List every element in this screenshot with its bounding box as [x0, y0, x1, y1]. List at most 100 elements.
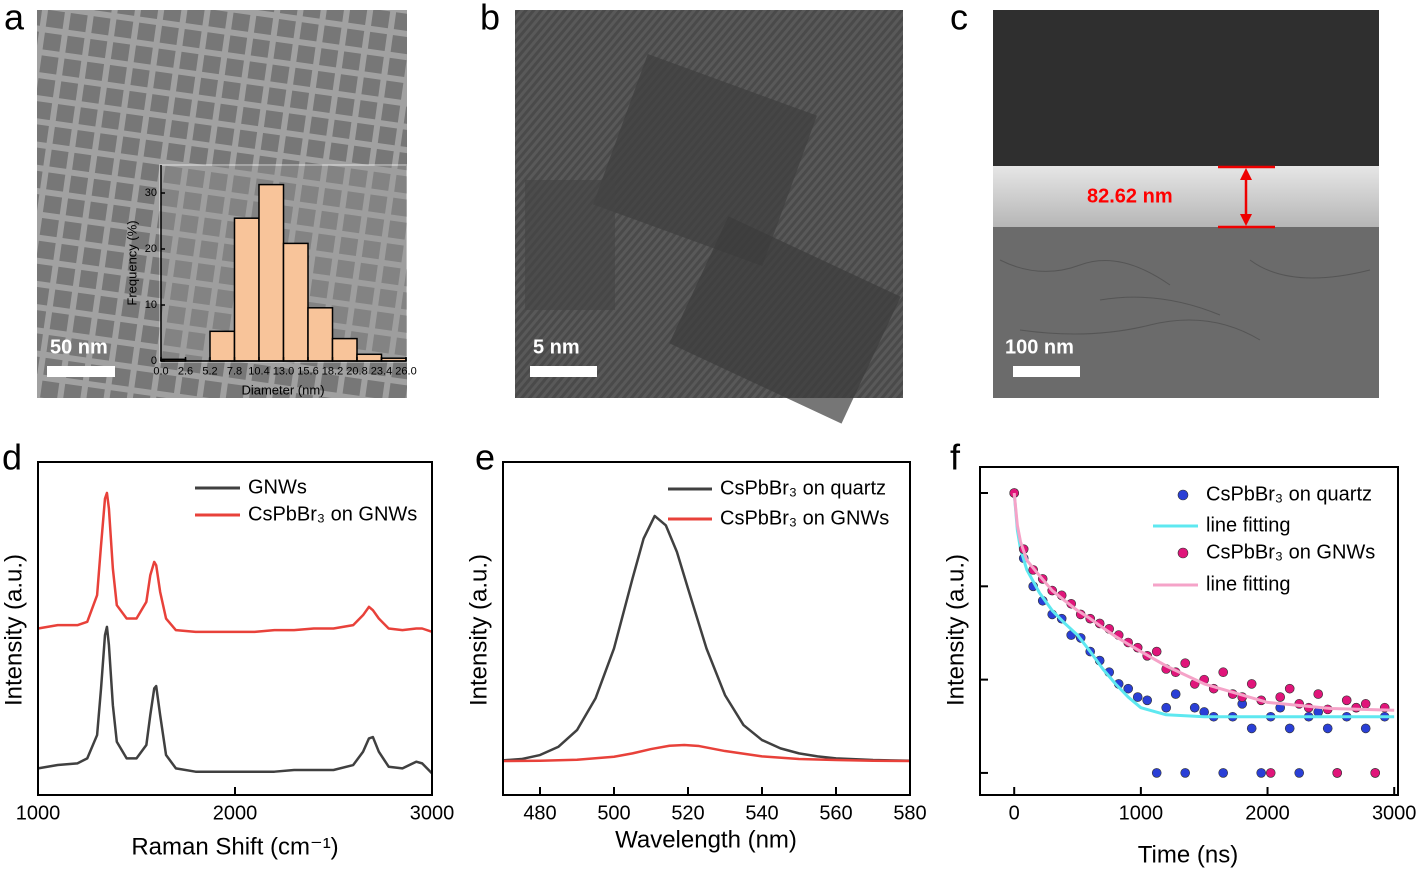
- panel-label: a: [4, 0, 25, 38]
- chart: 1000 2000 3000 Raman Shift (cm⁻¹) Intensity …: [0, 461, 455, 860]
- panel-label: d: [2, 437, 22, 478]
- x-tick-label: 13.0: [273, 365, 294, 377]
- data-point: [1341, 695, 1352, 706]
- y-axis-label: Intensity (a.u.): [0, 554, 27, 706]
- x-tick-label: 560: [819, 802, 852, 824]
- data-point: [1313, 689, 1323, 699]
- data-point: [1218, 768, 1228, 778]
- x-tick-label: 23.4: [371, 365, 392, 377]
- plot-frame: [502, 461, 911, 796]
- legend-marker: [1177, 547, 1189, 559]
- x-tick-label: 3000: [1372, 802, 1417, 824]
- plot-frame: [979, 466, 1399, 796]
- histogram-bar: [356, 353, 383, 362]
- histogram-bar: [331, 337, 358, 362]
- legend-label: CsPbBr₃ on quartz: [720, 477, 886, 499]
- legend-label: line fitting: [1206, 514, 1291, 536]
- legend-label: CsPbBr₃ on GNWs: [720, 507, 889, 529]
- scale-bar-label: 50 nm: [50, 336, 108, 358]
- x-tick-label: 18.2: [322, 365, 343, 377]
- x-tick-label: 540: [745, 802, 778, 824]
- legend-label: GNWs: [248, 476, 307, 498]
- micrograph-c: 82.62 nm 100 nm: [993, 10, 1379, 398]
- data-point: [1180, 768, 1190, 778]
- x-tick-label: 480: [523, 802, 556, 824]
- x-tick-label: 15.6: [297, 365, 318, 377]
- y-axis-label: Frequency (%): [124, 220, 139, 305]
- legend-marker: [1177, 489, 1189, 501]
- data-point: [1332, 768, 1342, 778]
- data-point: [1132, 692, 1143, 702]
- x-tick-label: 20.8: [346, 365, 367, 377]
- data-point: [1170, 689, 1181, 699]
- y-axis-label: Intensity (a.u.): [465, 554, 492, 706]
- y-tick-label: 10: [145, 299, 157, 311]
- data-point: [1265, 768, 1276, 778]
- x-tick-label: 2.6: [178, 365, 193, 377]
- data-line: [502, 514, 911, 762]
- panel-label: f: [950, 437, 961, 478]
- data-line: [37, 625, 433, 775]
- histogram-bar: [209, 330, 236, 362]
- x-tick-label: 0: [1009, 802, 1020, 824]
- data-point: [1246, 723, 1257, 734]
- data-point: [1180, 658, 1190, 668]
- x-tick-label: 26.0: [395, 365, 416, 377]
- data-point: [1294, 768, 1304, 778]
- x-tick-label: 580: [893, 802, 926, 824]
- legend-label: CsPbBr₃ on quartz: [1206, 483, 1372, 505]
- data-line: [37, 491, 433, 634]
- data-line: [502, 743, 911, 763]
- data-point: [1189, 702, 1200, 713]
- x-tick-label: 10.4: [248, 365, 269, 377]
- panel-label: c: [950, 0, 968, 38]
- thickness-label: 82.62 nm: [1087, 185, 1173, 207]
- histogram-bar: [307, 307, 334, 362]
- x-tick-label: 500: [597, 802, 630, 824]
- data-point: [1284, 683, 1295, 694]
- micrograph-b: 5 nm: [515, 10, 903, 424]
- chart: 0 1000 2000 3000 Time (ns) Intensity (a.u.) Cs…: [942, 466, 1417, 868]
- data-line: [1012, 492, 1395, 712]
- data-point: [1284, 723, 1295, 734]
- x-tick-label: 520: [671, 802, 704, 824]
- chart: 480 500 520 540 560 580 Wavelength (nm) Intensi…: [465, 461, 927, 853]
- data-point: [1151, 646, 1162, 657]
- scale-bar-label: 5 nm: [533, 336, 580, 358]
- data-line: [1012, 492, 1395, 719]
- y-axis-label: Intensity (a.u.): [942, 554, 969, 706]
- x-tick-label: 5.2: [202, 365, 217, 377]
- data-point: [1322, 723, 1333, 734]
- y-tick-label: 30: [145, 187, 157, 199]
- legend-label: CsPbBr₃ on GNWs: [248, 503, 417, 525]
- x-tick-label: 0.0: [153, 365, 168, 377]
- data-point: [1360, 723, 1371, 734]
- data-point: [1370, 768, 1380, 778]
- x-tick-label: 2000: [213, 802, 258, 824]
- panel-label: b: [480, 0, 500, 38]
- histogram-bar: [258, 183, 285, 362]
- y-tick-label: 20: [145, 243, 157, 255]
- x-axis-label: Diameter (nm): [241, 382, 324, 397]
- x-tick-label: 1000: [1119, 802, 1164, 824]
- data-point: [1246, 679, 1257, 689]
- data-point: [1218, 667, 1228, 678]
- data-point: [1275, 692, 1285, 702]
- x-tick-label: 3000: [410, 802, 455, 824]
- chart: 0.0 2.6 5.2 7.8 10.4 13.0 15.6 18.2 20.8 23.4 26.0…: [124, 165, 417, 397]
- histogram-bar: [282, 242, 309, 362]
- data-point: [1123, 683, 1133, 694]
- scale-bar-label: 100 nm: [1005, 336, 1074, 358]
- legend-label: line fitting: [1206, 573, 1291, 595]
- data-point: [1256, 768, 1266, 778]
- y-tick-label: 0: [151, 355, 157, 367]
- x-tick-label: 7.8: [227, 365, 242, 377]
- x-axis-label: Wavelength (nm): [615, 826, 797, 853]
- legend-label: CsPbBr₃ on GNWs: [1206, 541, 1375, 563]
- data-point: [1161, 702, 1171, 713]
- data-point: [1142, 695, 1152, 706]
- x-axis-label: Time (ns): [1138, 841, 1238, 868]
- histogram-bar: [233, 217, 260, 362]
- x-tick-label: 1000: [16, 802, 61, 824]
